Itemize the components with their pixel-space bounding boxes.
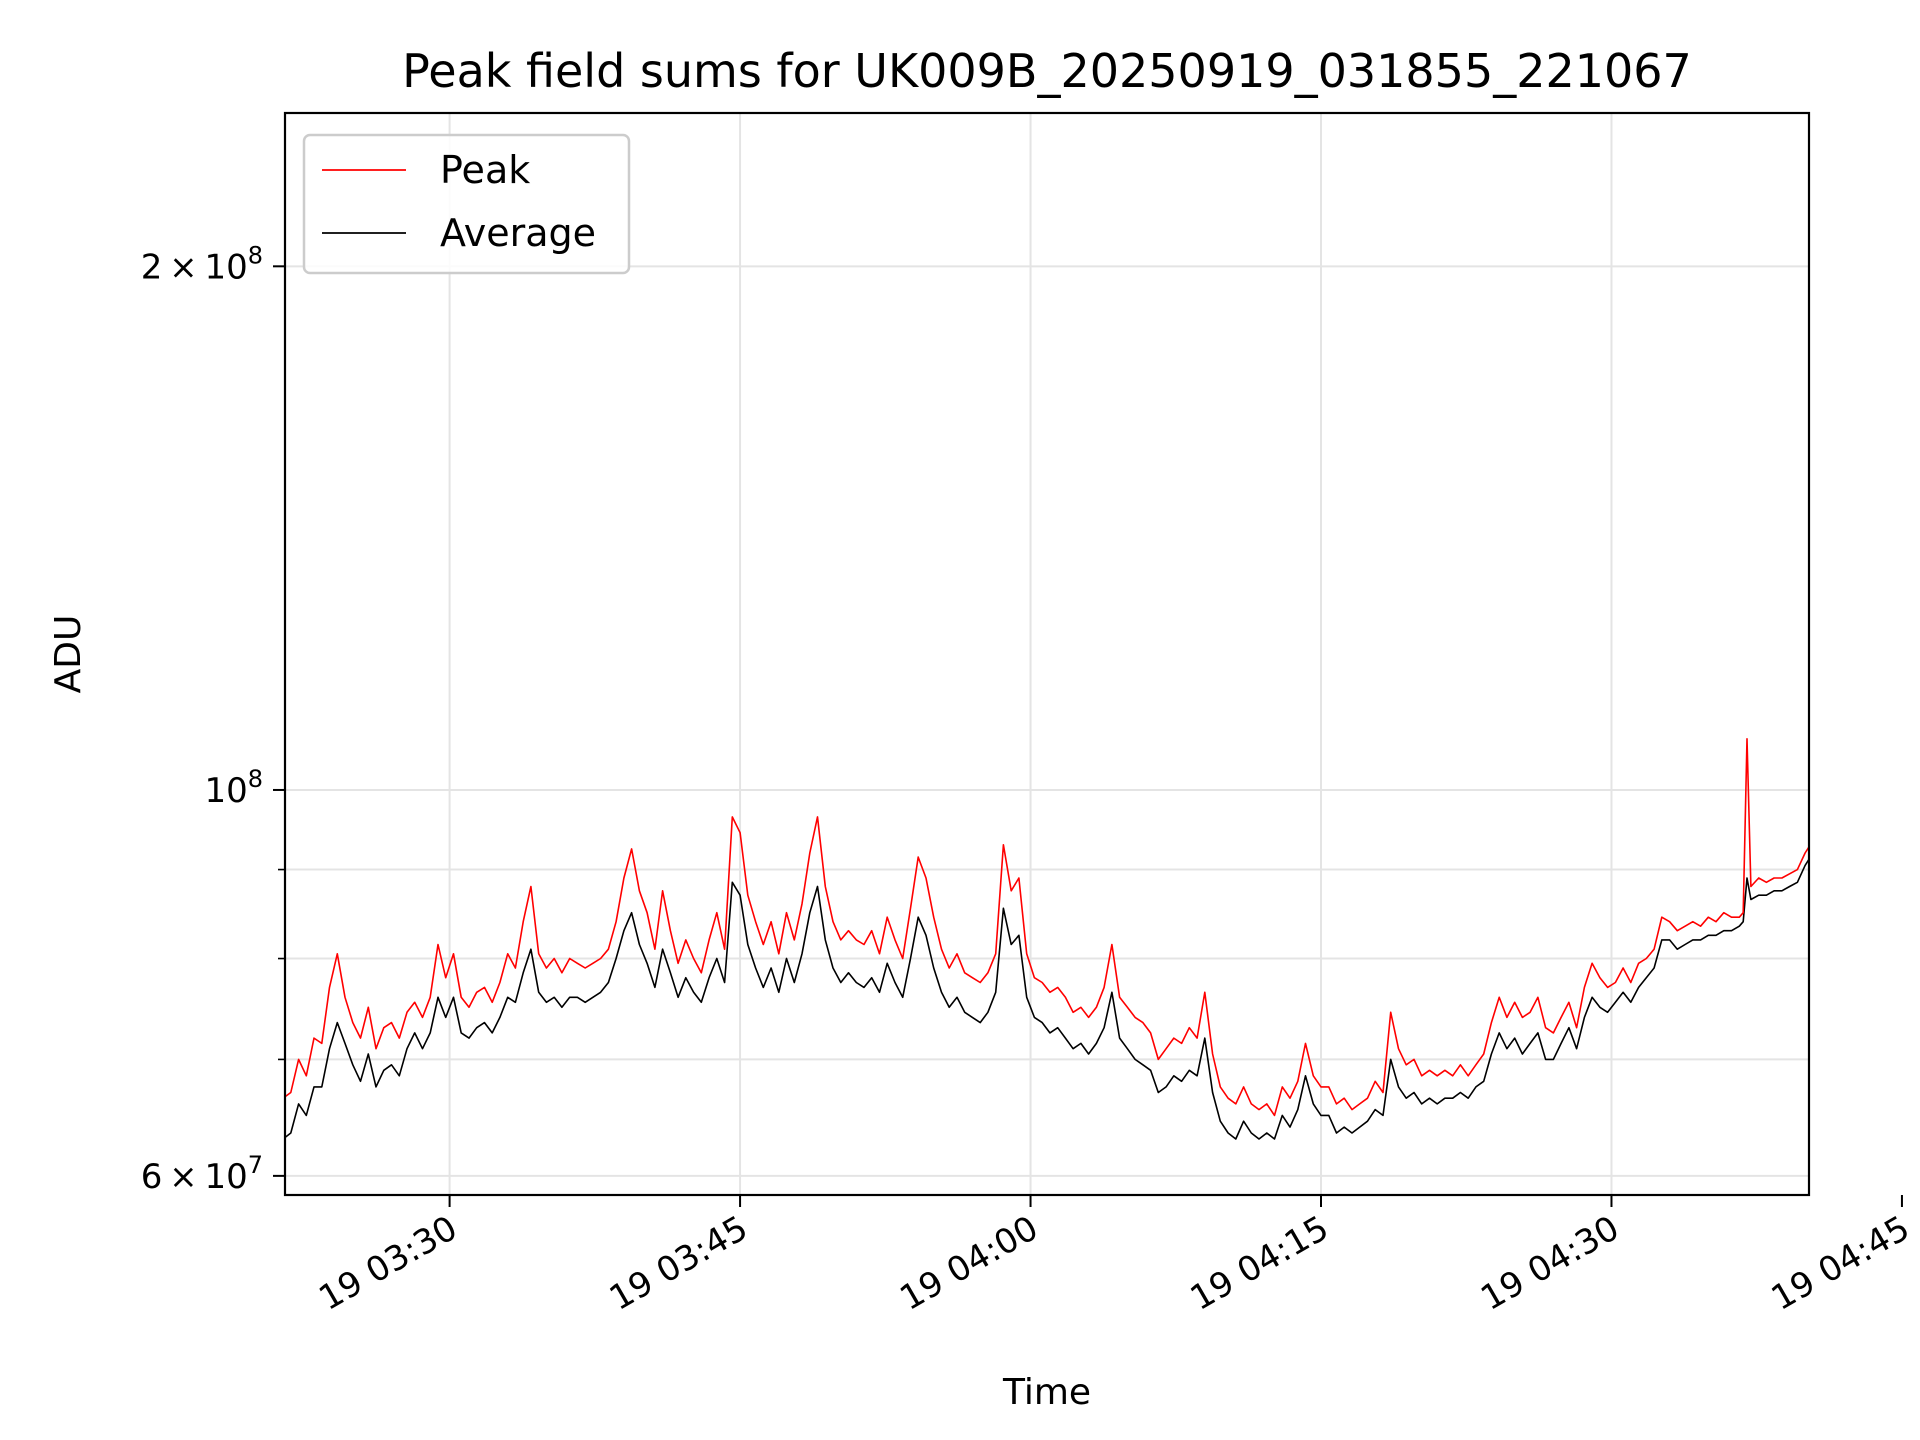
chart-title: Peak field sums for UK009B_20250919_0318… — [402, 44, 1692, 98]
series-line-peak — [285, 738, 1809, 1117]
y-axis-title: ADU — [48, 615, 89, 694]
series-layer — [285, 738, 1809, 1140]
plot-area-frame — [283, 111, 1811, 1197]
y-tick-label: 2 × 108 — [141, 241, 263, 287]
series-line-average — [285, 857, 1809, 1140]
x-axis-title: Time — [1002, 1372, 1091, 1413]
legend-label-average: Average — [440, 211, 596, 255]
y-tick-label: 108 — [204, 765, 263, 811]
grid-layer — [285, 113, 1809, 1195]
legend-label-peak: Peak — [440, 148, 530, 192]
y-tick-label: 6 × 107 — [141, 1151, 263, 1197]
legend: Peak Average — [302, 133, 631, 275]
